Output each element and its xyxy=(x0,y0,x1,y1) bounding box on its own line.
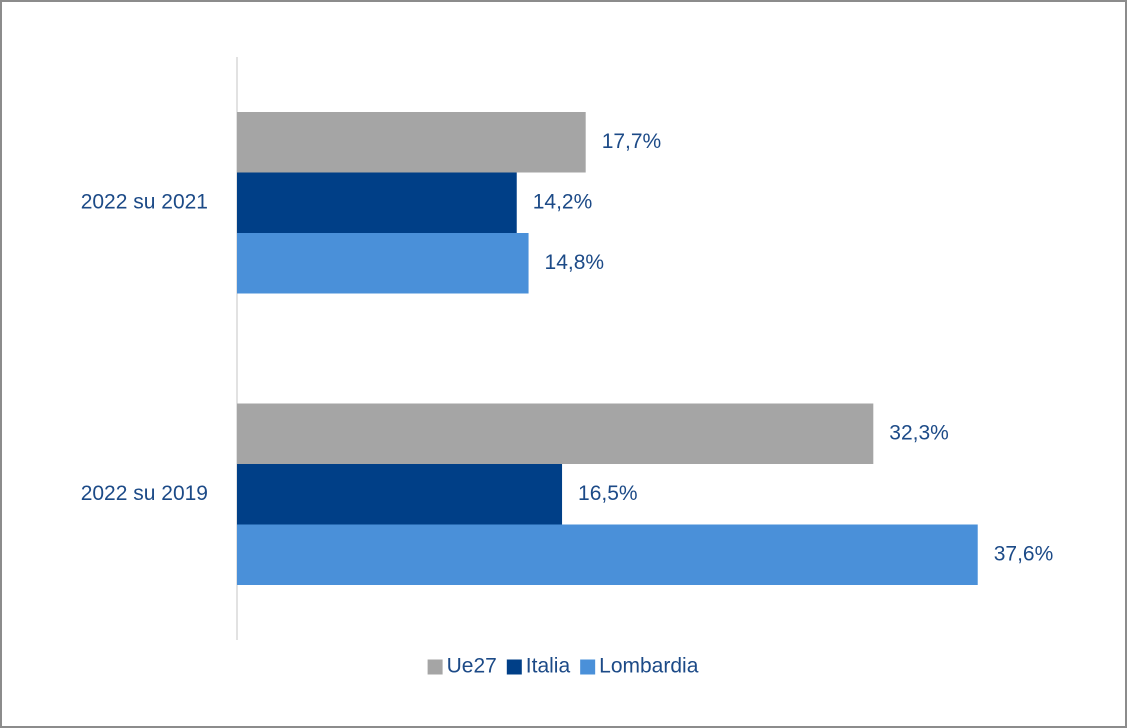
data-label: 14,2% xyxy=(533,190,593,213)
bar xyxy=(237,524,978,585)
data-label: 37,6% xyxy=(994,542,1054,565)
legend-swatch xyxy=(580,659,596,675)
legend-label: Lombardia xyxy=(599,655,699,678)
bar xyxy=(237,403,874,464)
data-label: 14,8% xyxy=(545,251,605,274)
y-tick-label: 2022 su 2019 xyxy=(81,482,208,505)
legend-label: Italia xyxy=(526,655,571,678)
legend-swatch xyxy=(427,659,443,675)
bar xyxy=(237,233,529,294)
legend-label: Ue27 xyxy=(447,655,497,678)
bar xyxy=(237,172,517,233)
bar xyxy=(237,112,586,173)
data-label: 32,3% xyxy=(889,421,949,444)
data-label: 17,7% xyxy=(602,130,662,153)
y-tick-label: 2022 su 2021 xyxy=(81,190,208,213)
legend-swatch xyxy=(506,659,522,675)
data-label: 16,5% xyxy=(578,482,638,505)
bar xyxy=(237,464,563,525)
